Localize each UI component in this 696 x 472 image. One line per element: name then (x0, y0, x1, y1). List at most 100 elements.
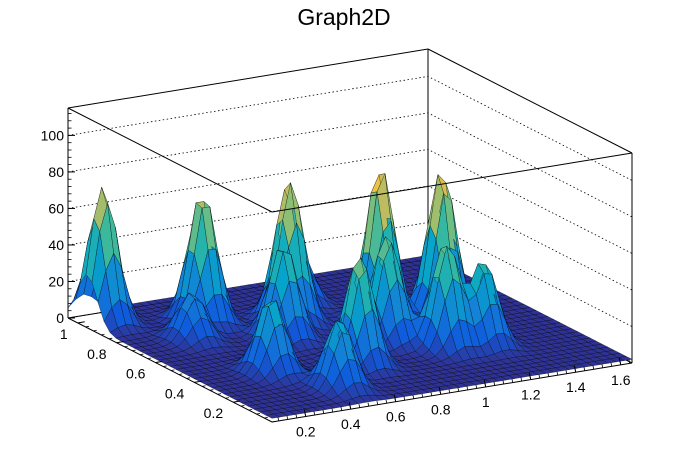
y-minor-tick-2 (256, 413, 261, 415)
x-tick-label-3: 0.8 (431, 401, 451, 417)
x-minor-tick-29 (538, 374, 541, 379)
x-minor-tick-15 (412, 395, 415, 399)
x-minor-tick-27 (520, 377, 523, 382)
y-tick-label-2: 0.6 (126, 366, 146, 382)
z-gridline-1 (67, 222, 633, 327)
x-minor-tick-32 (565, 370, 568, 374)
x-minor-tick-16 (421, 393, 424, 398)
x-minor-tick-2 (295, 414, 298, 419)
y-minor-tick-16 (147, 357, 152, 360)
x-minor-tick-20 (457, 387, 460, 392)
x-minor-tick-12 (385, 399, 388, 404)
x-minor-tick-23 (484, 383, 487, 388)
x-minor-tick-21 (466, 386, 469, 391)
x-minor-tick-7 (340, 406, 343, 411)
z-tick-label-0: 0 (56, 310, 64, 326)
box-edge-back-4 (427, 48, 633, 154)
x-minor-tick-37 (610, 362, 613, 367)
y-minor-tick-4 (240, 405, 245, 407)
box-edge-front-1 (67, 107, 273, 213)
y-minor-tick-5 (233, 401, 237, 403)
z-gridline-3 (67, 148, 633, 254)
x-minor-tick-5 (322, 409, 325, 414)
x-minor-tick-19 (448, 389, 451, 393)
x-minor-tick-31 (556, 371, 559, 376)
y-minor-tick-12 (178, 373, 183, 375)
y-minor-tick-8 (209, 389, 214, 391)
y-minor-tick-25 (77, 321, 82, 324)
x-minor-tick-34 (583, 367, 586, 371)
x-minor-tick-1 (286, 415, 289, 420)
x-tick-label-5: 1.2 (521, 387, 541, 403)
x-tick-label-2: 0.6 (386, 409, 406, 425)
x-minor-tick-14 (403, 396, 406, 401)
x-minor-tick-4 (313, 411, 316, 416)
y-tick-label-1: 0.4 (165, 385, 185, 401)
y-minor-tick-21 (108, 337, 113, 340)
x-tick-label-0: 0.2 (296, 423, 316, 439)
x-minor-tick-24 (493, 381, 496, 386)
y-minor-tick-20 (116, 341, 121, 344)
surface-plot (67, 172, 633, 419)
y-minor-tick-11 (186, 377, 191, 379)
y-minor-tick-1 (264, 417, 268, 419)
box-edge-back-3 (67, 48, 429, 109)
x-minor-tick-26 (511, 378, 514, 383)
z-gridline-4 (67, 112, 633, 218)
x-minor-tick-39 (628, 359, 631, 364)
x-minor-tick-33 (574, 368, 577, 373)
box-edge-front-3 (67, 317, 273, 423)
y-minor-tick-18 (132, 349, 136, 352)
z-tick-label-2: 40 (48, 237, 64, 253)
x-tick-label-4: 1 (482, 394, 490, 410)
x-minor-tick-13 (394, 398, 397, 402)
y-minor-tick-9 (201, 385, 206, 387)
x-minor-tick-28 (529, 376, 532, 380)
x-minor-tick-9 (358, 404, 361, 408)
x-minor-tick-17 (430, 392, 433, 396)
x-minor-tick-35 (592, 365, 595, 370)
y-minor-tick-24 (85, 325, 90, 328)
y-tick-label-3: 0.8 (87, 346, 107, 362)
x-minor-tick-18 (439, 390, 442, 395)
x-minor-tick-36 (601, 364, 604, 368)
x-minor-tick-10 (367, 402, 370, 407)
y-minor-tick-15 (155, 361, 159, 363)
x-minor-tick-6 (331, 408, 334, 413)
y-tick-label-0: 0.2 (204, 405, 224, 421)
y-tick-label-4: 1 (60, 326, 68, 342)
y-minor-tick-17 (139, 353, 144, 356)
y-minor-tick-6 (225, 397, 229, 399)
z-tick-label-5: 100 (41, 127, 65, 143)
x-minor-tick-38 (619, 361, 622, 365)
axes: 0 20 40 60 80 100 0.2 0.4 0.6 0.8 1 0.2 0.4 0.6 0.8 1 1.… (41, 108, 631, 439)
y-minor-tick-23 (93, 329, 97, 332)
x-minor-tick-8 (349, 405, 352, 410)
y-minor-tick-7 (217, 393, 222, 395)
x-minor-tick-30 (547, 373, 550, 377)
x-tick-label-7: 1.6 (611, 372, 631, 388)
x-minor-tick-0 (277, 417, 280, 421)
y-minor-tick-0 (271, 421, 276, 423)
surface-cell-1563 (617, 356, 633, 361)
y-minor-tick-10 (194, 381, 198, 383)
z-tick-label-4: 80 (48, 164, 64, 180)
x-minor-tick-25 (502, 380, 505, 385)
z-tick-label-1: 20 (48, 273, 64, 289)
box-edge-front-4 (271, 362, 633, 423)
z-gridline-5 (67, 75, 633, 181)
x-minor-tick-3 (304, 412, 307, 417)
x-minor-tick-11 (376, 401, 379, 405)
y-minor-tick-19 (124, 345, 128, 348)
y-minor-tick-13 (170, 369, 175, 371)
y-minor-tick-3 (248, 409, 253, 411)
x-minor-tick-22 (475, 384, 478, 389)
box-edge-front-2 (271, 152, 633, 213)
x-tick-label-1: 0.4 (341, 416, 361, 432)
chart-title: Graph2D (297, 4, 390, 30)
y-minor-tick-14 (163, 365, 167, 367)
z-tick-label-3: 60 (48, 200, 64, 216)
x-tick-label-6: 1.4 (566, 379, 586, 395)
y-minor-tick-22 (100, 333, 105, 336)
